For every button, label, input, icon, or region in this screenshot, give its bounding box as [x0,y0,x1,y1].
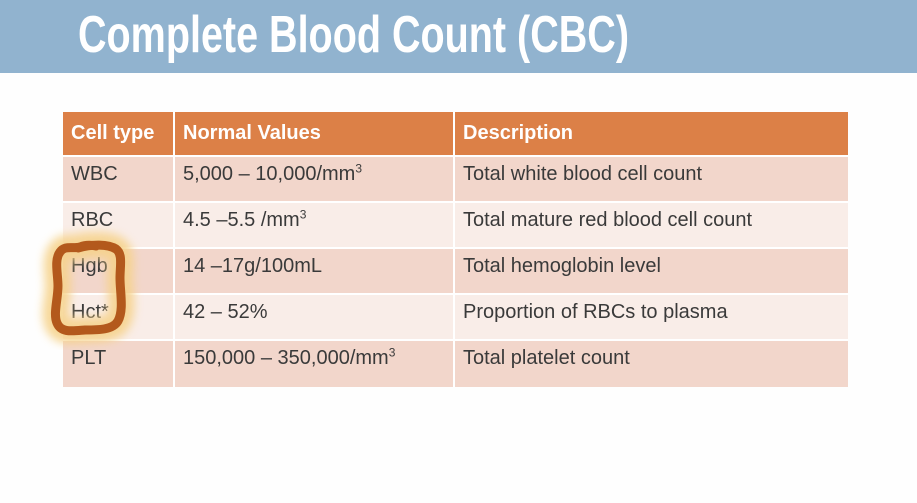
header-cell-cell-type: Cell type [63,112,175,157]
table-row-wbc-normal-values: 5,000 – 10,000/mm3 [175,157,455,203]
table-row-rbc-normal-values: 4.5 –5.5 /mm3 [175,203,455,249]
superscript: 3 [388,345,396,360]
table-row-hct-normal-values: 42 – 52% [175,295,455,341]
table-row-hct-cell-type: Hct* [63,295,175,341]
header-cell-description: Description [455,112,848,157]
table-row-plt-normal-values: 150,000 – 350,000/mm3 [175,341,455,387]
table-row-hgb-normal-values: 14 –17g/100mL [175,249,455,295]
slide-title: Complete Blood Count (CBC) [78,5,630,64]
table-row-hgb-cell-type: Hgb [63,249,175,295]
value-text: 4.5 –5.5 /mm [183,209,300,231]
value-text: 42 – 52% [183,301,268,323]
superscript: 3 [299,207,307,222]
value-text: 150,000 – 350,000/mm [183,347,389,369]
cbc-table: Cell type Normal Values Description WBC … [63,112,848,387]
table-row-plt-cell-type: PLT [63,341,175,387]
table-row-rbc-cell-type: RBC [63,203,175,249]
value-text: 5,000 – 10,000/mm [183,163,356,185]
title-band: Complete Blood Count (CBC) [0,0,917,73]
table-row-hct-description: Proportion of RBCs to plasma [455,295,848,341]
header-cell-normal-values: Normal Values [175,112,455,157]
table-row-hgb-description: Total hemoglobin level [455,249,848,295]
table-row-rbc-description: Total mature red blood cell count [455,203,848,249]
superscript: 3 [355,161,363,176]
table-row-wbc-description: Total white blood cell count [455,157,848,203]
table-row-plt-description: Total platelet count [455,341,848,387]
table-row-wbc-cell-type: WBC [63,157,175,203]
value-text: 14 –17g/100mL [183,255,323,277]
